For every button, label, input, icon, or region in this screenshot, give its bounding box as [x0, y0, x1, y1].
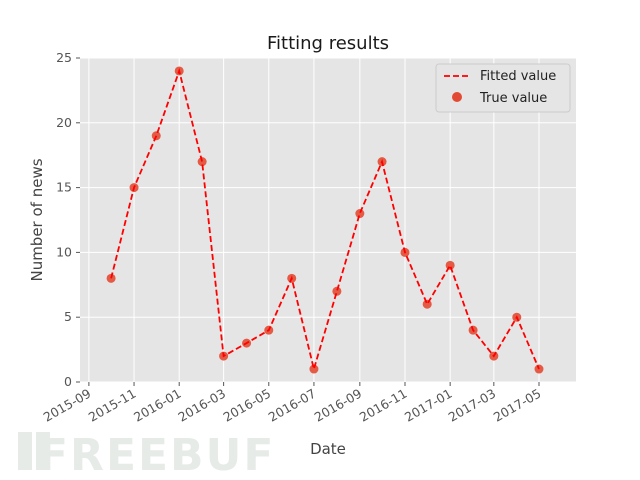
y-axis-label: Number of news [28, 158, 46, 281]
true-value-point [534, 364, 544, 374]
y-tick-label: 15 [56, 180, 72, 195]
true-value-point [445, 260, 455, 270]
watermark-text: FREEBUF [38, 430, 275, 480]
watermark-bar-1 [18, 432, 32, 470]
y-tick-label: 10 [56, 244, 72, 259]
true-value-point [332, 286, 342, 296]
legend-true-swatch [452, 92, 462, 102]
true-value-point [197, 157, 207, 167]
chart-title: Fitting results [267, 33, 389, 54]
watermark-bar-2 [36, 432, 50, 470]
legend-true-label: True value [479, 91, 547, 106]
watermark: FREEBUF [18, 430, 275, 480]
y-tick-label: 20 [56, 115, 72, 130]
y-tick-label: 25 [56, 50, 72, 65]
true-value-point [355, 209, 365, 219]
legend-fitted-label: Fitted value [480, 69, 556, 84]
true-value-point [309, 364, 319, 374]
fitted-value-line [110, 67, 540, 373]
legend: Fitted value True value [435, 63, 571, 113]
legend-box [435, 63, 571, 113]
y-tick-label: 5 [64, 309, 72, 324]
y-axis-ticks: 0 5 10 15 20 25 [56, 50, 80, 389]
series-layer [106, 66, 544, 374]
x-axis-label: Date [310, 440, 346, 458]
true-value-point [106, 273, 116, 283]
true-value-point [422, 299, 432, 309]
y-tick-label: 0 [64, 374, 72, 389]
